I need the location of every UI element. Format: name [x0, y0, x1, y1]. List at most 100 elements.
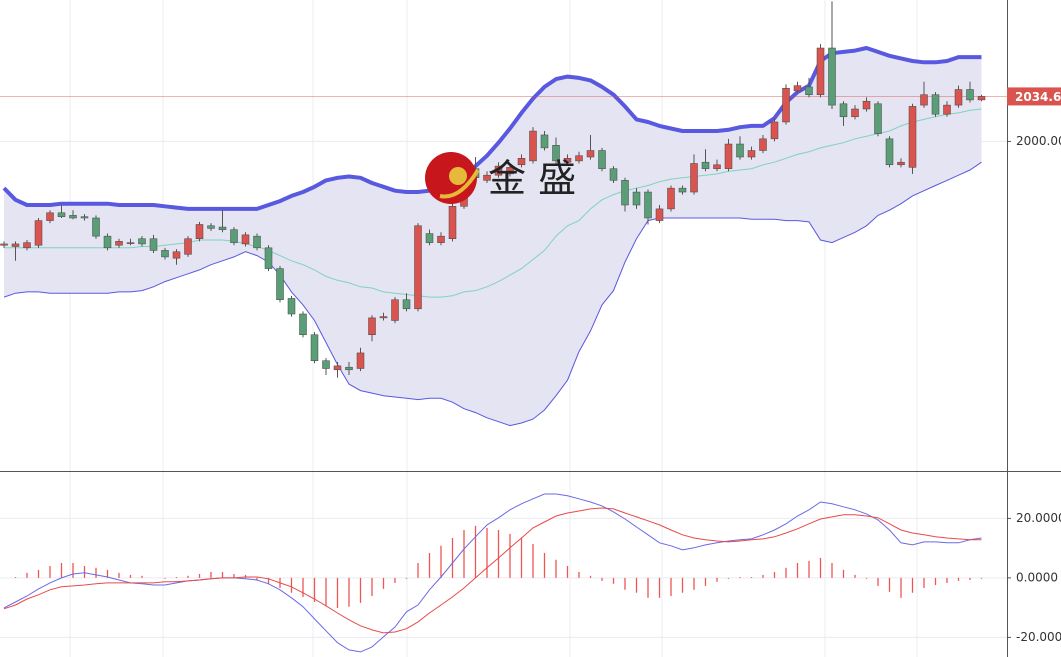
candle-body: [851, 108, 859, 118]
candle-body: [977, 96, 986, 101]
candle-body: [448, 206, 457, 239]
candle-body: [0, 243, 8, 246]
price-marker-label: 2034.68: [1015, 90, 1061, 104]
candle-body: [874, 103, 882, 134]
candle-body: [552, 145, 560, 162]
candle-body: [540, 134, 549, 149]
macd-line: [3, 507, 982, 634]
candle-body: [805, 86, 813, 95]
candle-body: [322, 360, 330, 369]
y-tick-label: 20.0000: [1016, 511, 1061, 525]
candle-body: [149, 238, 158, 251]
candle-body: [908, 106, 917, 168]
candle-body: [356, 352, 365, 369]
candle-body: [391, 299, 399, 321]
band-middle: [4, 108, 982, 298]
macd-line: [3, 493, 982, 653]
logo-dot: [449, 167, 467, 185]
candle-body: [310, 334, 319, 361]
y-tick-label: 0.0000: [1016, 570, 1058, 584]
watermark: 金 盛: [488, 157, 576, 201]
candle-body: [575, 155, 583, 162]
candle-body: [621, 180, 629, 206]
candle-body: [701, 161, 710, 169]
candle-body: [943, 104, 951, 115]
candle-body: [678, 187, 687, 193]
candle-body: [425, 233, 434, 243]
candle-body: [241, 234, 250, 245]
candle-body: [23, 242, 31, 249]
candle-body: [103, 235, 112, 249]
candle-body: [230, 229, 238, 243]
candle-body: [161, 250, 169, 258]
candle-body: [218, 226, 227, 230]
candle-body: [782, 87, 790, 123]
candle-body: [828, 47, 836, 106]
candle-body: [402, 299, 411, 310]
candle-body: [264, 247, 273, 269]
candle-body: [483, 174, 491, 181]
candle-body: [885, 138, 894, 166]
candle-body: [770, 121, 779, 140]
candle-body: [57, 212, 66, 217]
candle-body: [184, 238, 192, 255]
candle-body: [609, 168, 618, 181]
candle-body: [80, 216, 89, 219]
candle-body: [966, 89, 974, 101]
band-fill: [4, 48, 982, 426]
candle-body: [126, 242, 135, 244]
candle-body: [897, 161, 905, 166]
candle-body: [793, 85, 802, 92]
candle-body: [655, 208, 664, 221]
candle-body: [931, 94, 940, 115]
candle-body: [437, 235, 445, 243]
candle-body: [517, 158, 526, 166]
candle-body: [276, 268, 284, 300]
candle-body: [46, 212, 54, 221]
price-marker-box: [1007, 87, 1061, 106]
y-tick-label: -20.0000: [1016, 630, 1061, 644]
candle-body: [172, 251, 181, 259]
candle-body: [954, 89, 963, 106]
candle-body: [586, 150, 595, 158]
candle-body: [920, 94, 928, 106]
candle-body: [632, 191, 641, 206]
candle-body: [69, 215, 77, 219]
candle-body: [287, 298, 296, 315]
candle-body: [690, 163, 698, 193]
candle-body: [207, 225, 215, 229]
candle-body: [667, 187, 675, 210]
candle-body: [529, 130, 537, 162]
candle-body: [713, 164, 721, 169]
logo-swoosh: [439, 168, 480, 199]
candle-body: [11, 243, 20, 247]
candle-body: [736, 143, 744, 158]
candle-body: [115, 241, 123, 246]
candle-body: [494, 165, 503, 176]
candle-body: [368, 317, 376, 336]
candle-body: [345, 366, 353, 371]
axis-layer: 2000.00 2034.68 20.0000 0.0000 -20.0000: [1007, 87, 1061, 644]
candle-body: [34, 220, 43, 246]
logo: 金 盛: [425, 152, 576, 204]
candle-body: [759, 138, 767, 151]
candle-body: [414, 225, 422, 310]
candle-body: [92, 217, 100, 237]
candle-body: [644, 191, 652, 219]
candle-body: [816, 47, 825, 95]
candle-body: [379, 316, 388, 319]
candle-body: [839, 103, 848, 118]
candle-body: [598, 150, 606, 169]
candle-body: [563, 158, 572, 163]
candle-body: [724, 143, 733, 169]
candle-body: [333, 365, 342, 371]
candle-body: [862, 100, 871, 110]
candle-body: [506, 167, 514, 175]
band-lower: [3, 161, 982, 427]
candle-body: [299, 313, 307, 336]
candle-body: [253, 235, 261, 249]
candle-body: [195, 224, 204, 239]
candle-body: [747, 150, 756, 158]
